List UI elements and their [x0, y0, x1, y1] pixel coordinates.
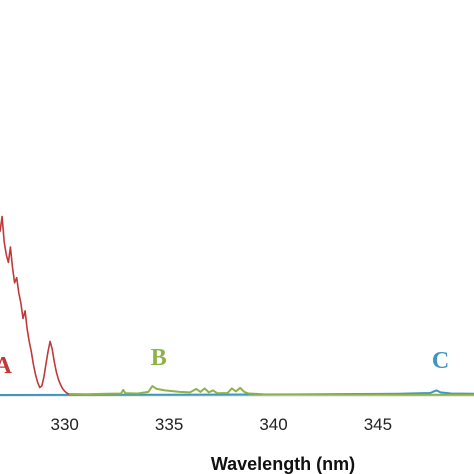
series-label-c: C: [432, 348, 449, 374]
series-layer: [0, 215, 474, 396]
series-line-b: [68, 385, 474, 396]
x-tick-label: 340: [259, 415, 287, 434]
x-tick-label: 345: [364, 415, 392, 434]
series-line-a: [0, 215, 70, 395]
series-label-a: A: [0, 353, 12, 379]
x-tick-label: 330: [51, 415, 79, 434]
x-axis-title: Wavelength (nm): [211, 454, 355, 474]
series-label-b: B: [151, 345, 167, 371]
series-labels: A B C: [0, 345, 449, 379]
x-tick-label: 335: [155, 415, 183, 434]
x-tick-labels: 330 335 340 345: [51, 415, 393, 434]
